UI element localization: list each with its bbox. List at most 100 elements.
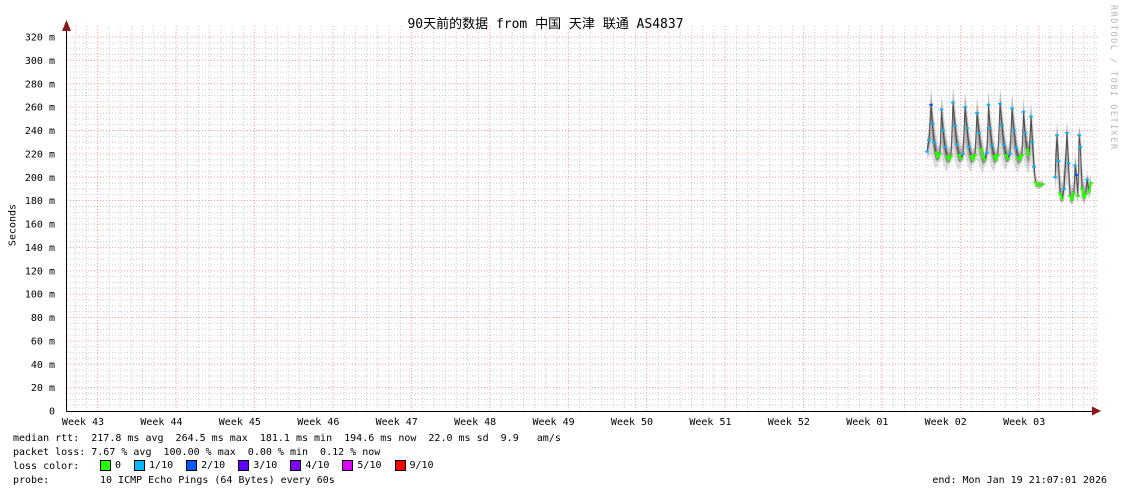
y-axis-arrow bbox=[62, 20, 71, 31]
y-tick-label: 280 m bbox=[25, 79, 55, 90]
median-tick bbox=[938, 152, 942, 155]
median-tick bbox=[1023, 131, 1027, 134]
median-tick bbox=[936, 156, 940, 159]
median-tick bbox=[1072, 192, 1076, 195]
loss-color-item: 4/10 bbox=[290, 460, 329, 471]
median-tick bbox=[994, 158, 998, 161]
median-tick bbox=[1056, 159, 1061, 162]
loss-color-label: loss color: bbox=[13, 461, 80, 472]
median-tick bbox=[939, 108, 944, 111]
median-tick bbox=[1073, 164, 1077, 167]
median-tick bbox=[1076, 194, 1080, 197]
loss-color-swatch bbox=[290, 460, 302, 471]
median-tick bbox=[930, 122, 935, 125]
median-tick bbox=[1065, 131, 1069, 134]
median-tick bbox=[1070, 198, 1074, 201]
median-tick bbox=[927, 138, 931, 141]
median-tick bbox=[992, 155, 996, 158]
median-tick bbox=[1008, 152, 1012, 155]
loss-color-value: 4/10 bbox=[305, 460, 330, 471]
x-tick-label: Week 02 bbox=[925, 417, 967, 428]
median-tick bbox=[932, 141, 936, 144]
median-tick bbox=[957, 154, 961, 157]
median-tick bbox=[1006, 157, 1010, 160]
median-tick bbox=[998, 102, 1002, 105]
median-tick bbox=[1035, 184, 1039, 187]
grid-major bbox=[67, 26, 1097, 413]
loss-color-value: 0 bbox=[115, 460, 122, 471]
x-tick-label: Week 47 bbox=[376, 417, 418, 428]
median-tick bbox=[1021, 110, 1026, 113]
median-tick bbox=[963, 106, 967, 109]
median-tick bbox=[949, 155, 953, 158]
median-segment bbox=[980, 148, 984, 158]
median-rtt-stats: median rtt: 217.8 ms avg 264.5 ms max 18… bbox=[13, 433, 561, 444]
loss-color-item: 9/10 bbox=[394, 460, 434, 471]
y-tick-label: 320 m bbox=[25, 33, 55, 44]
data-series bbox=[925, 86, 1093, 206]
median-tick bbox=[1074, 173, 1079, 176]
y-tick-label: 60 m bbox=[31, 336, 55, 347]
median-tick bbox=[1087, 190, 1091, 193]
loss-color-swatch bbox=[186, 460, 198, 471]
median-tick bbox=[1002, 143, 1006, 146]
y-tick-label: 100 m bbox=[25, 290, 55, 301]
rrdtool-watermark: RRDTOOL / TOBI OETIKER bbox=[1108, 5, 1118, 151]
median-tick bbox=[1030, 141, 1035, 144]
y-tick-label: 180 m bbox=[25, 196, 55, 207]
y-tick-label: 200 m bbox=[25, 173, 55, 184]
median-tick bbox=[943, 145, 947, 148]
loss-color-legend: 0 1/10 2/10 3/10 4/10 5/10 9/10 bbox=[100, 460, 447, 471]
y-tick-label: 20 m bbox=[31, 383, 55, 394]
median-tick bbox=[961, 152, 965, 155]
smoke-band bbox=[927, 101, 1043, 188]
median-tick bbox=[929, 103, 933, 106]
y-tick-label: 240 m bbox=[25, 126, 55, 137]
loss-color-item: 0 bbox=[100, 460, 121, 471]
loss-color-item: 1/10 bbox=[134, 460, 173, 471]
median-tick bbox=[988, 127, 992, 130]
median-tick bbox=[969, 155, 973, 158]
x-tick-label: Week 45 bbox=[219, 417, 261, 428]
median-tick bbox=[1004, 154, 1008, 157]
loss-color-item: 3/10 bbox=[238, 460, 277, 471]
x-tick-label: Week 01 bbox=[846, 417, 888, 428]
median-tick bbox=[985, 151, 989, 154]
probe-description: 10 ICMP Echo Pings (64 Bytes) every 60s bbox=[100, 475, 335, 486]
median-tick bbox=[967, 145, 971, 148]
median-tick bbox=[975, 111, 979, 114]
axes bbox=[62, 20, 1101, 416]
x-tick-label: Week 44 bbox=[140, 417, 182, 428]
median-tick bbox=[1082, 196, 1086, 199]
median-tick bbox=[953, 124, 957, 127]
median-tick bbox=[1060, 197, 1064, 200]
median-tick bbox=[941, 129, 945, 132]
median-tick bbox=[971, 158, 975, 161]
median-tick bbox=[1014, 147, 1018, 150]
median-tick bbox=[951, 101, 955, 104]
y-tick-label: 120 m bbox=[25, 266, 55, 277]
grid-minor bbox=[67, 26, 1097, 411]
median-tick bbox=[1029, 115, 1033, 118]
median-tick bbox=[1058, 192, 1062, 195]
median-tick bbox=[1010, 107, 1014, 110]
x-tick-label: Week 03 bbox=[1003, 417, 1045, 428]
median-tick bbox=[996, 154, 1000, 157]
median-tick bbox=[925, 150, 929, 153]
median-tick bbox=[1068, 194, 1072, 197]
median-tick bbox=[947, 158, 951, 161]
x-tick-label: Week 49 bbox=[533, 417, 575, 428]
median-tick bbox=[983, 158, 987, 161]
y-tick-label: 0 bbox=[49, 407, 55, 418]
median-tick bbox=[1053, 176, 1057, 179]
y-tick-label: 220 m bbox=[25, 149, 55, 160]
y-tick-label: 40 m bbox=[31, 360, 55, 371]
x-tick-labels: Week 43 Week 44 Week 45 Week 46 Week 47 Week … bbox=[62, 417, 1045, 428]
median-tick bbox=[977, 131, 981, 134]
loss-color-item: 2/10 bbox=[186, 460, 225, 471]
median-segment bbox=[1088, 182, 1092, 192]
median-tick bbox=[990, 144, 994, 147]
loss-color-value: 3/10 bbox=[253, 460, 278, 471]
